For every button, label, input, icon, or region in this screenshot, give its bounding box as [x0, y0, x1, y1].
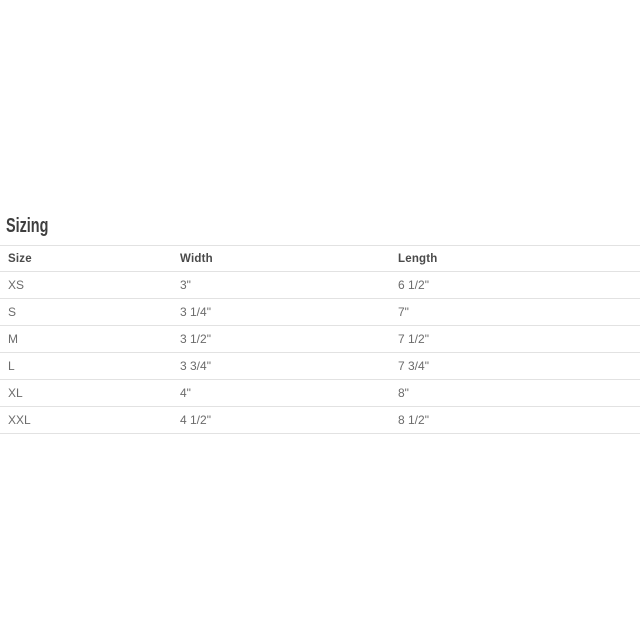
cell-size: L [0, 352, 172, 380]
table-row: M 3 1/2" 7 1/2" [0, 325, 640, 353]
cell-length: 8 1/2" [390, 406, 640, 434]
table-row: XS 3" 6 1/2" [0, 271, 640, 299]
table-row: L 3 3/4" 7 3/4" [0, 352, 640, 380]
cell-width: 3 1/4" [172, 298, 390, 326]
cell-width: 3" [172, 271, 390, 299]
cell-width: 3 1/2" [172, 325, 390, 353]
cell-width: 4" [172, 379, 390, 407]
cell-size: XL [0, 379, 172, 407]
column-header-size: Size [0, 245, 172, 272]
table-row: S 3 1/4" 7" [0, 298, 640, 326]
cell-width: 3 3/4" [172, 352, 390, 380]
table-header-row: Size Width Length [0, 245, 640, 272]
cell-size: XS [0, 271, 172, 299]
cell-length: 6 1/2" [390, 271, 640, 299]
cell-length: 8" [390, 379, 640, 407]
cell-size: XXL [0, 406, 172, 434]
cell-length: 7 3/4" [390, 352, 640, 380]
table-row: XXL 4 1/2" 8 1/2" [0, 406, 640, 434]
sizing-table: Size Width Length XS 3" 6 1/2" S 3 1/4" … [0, 245, 640, 434]
column-header-length: Length [390, 245, 640, 272]
cell-width: 4 1/2" [172, 406, 390, 434]
table-row: XL 4" 8" [0, 379, 640, 407]
cell-length: 7 1/2" [390, 325, 640, 353]
cell-length: 7" [390, 298, 640, 326]
sizing-heading: Sizing [6, 215, 49, 237]
cell-size: S [0, 298, 172, 326]
cell-size: M [0, 325, 172, 353]
column-header-width: Width [172, 245, 390, 272]
